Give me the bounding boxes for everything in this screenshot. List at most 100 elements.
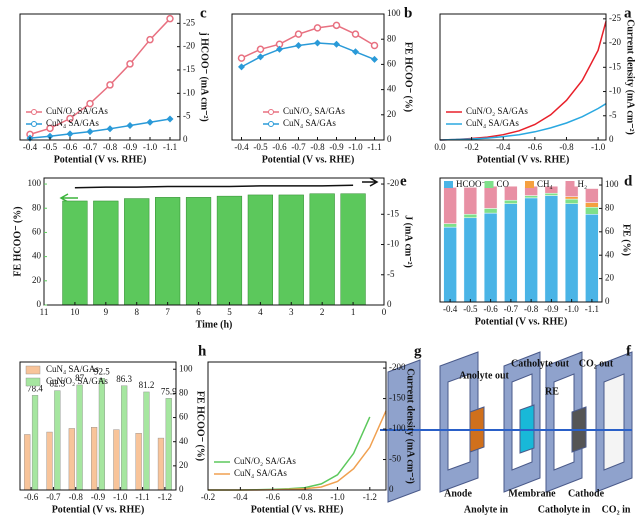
y-tick-label: -50 [389,454,401,464]
y-axis-label: FE HCOO⁻ (%) [403,42,414,112]
bar [135,433,142,491]
y-tick-label: 40 [387,84,397,94]
plot-frame [439,177,603,303]
data-label: 87 [75,373,85,383]
x-tick-label: 10 [70,307,80,317]
marker [294,30,303,38]
y-tick-label: -20 [387,178,399,188]
marker [351,30,360,38]
bar-segment [544,185,559,194]
legend-label: H₂ [578,179,588,189]
y-tick-label: -10 [183,87,195,97]
panel-label: b [404,5,412,21]
x-tick-label: -0.9 [329,142,344,152]
y-axis-label: J (mA cm⁻²) [403,215,414,268]
diagram-label: CO₂ out [579,358,614,369]
x-tick-label: -0.4 [496,142,511,152]
legend-swatch [484,181,494,188]
legend-label: HCOO⁻ [456,179,487,189]
legend-label: CuN/O₂ SA/GAs [234,456,296,466]
y-axis-label: FE HCOO⁻ (%) [195,391,206,461]
y-tick-label: 0 [609,134,614,144]
y-axis-label: FE (%) [621,224,632,256]
line [74,184,354,189]
x-tick-label: -1.1 [367,142,381,152]
legend-label: CuN₄ SA/GAs [466,118,519,128]
diagram-label: Membrane [508,488,556,499]
x-tick-label: -1.1 [135,492,149,502]
marker [276,45,283,53]
x-tick-label: 0.0 [434,142,446,152]
x-tick-label: -0.8 [298,492,313,502]
panel-label: a [624,5,632,21]
bar [68,428,75,491]
bar-segment [463,187,478,215]
data-label: 78.4 [27,383,43,393]
y-tick-label: -5 [609,110,617,120]
marker [295,42,302,49]
y-tick-label: -10 [609,86,621,96]
x-tick-label: -0.7 [83,142,98,152]
marker [86,128,94,136]
bar [157,437,165,491]
bar-segment [585,206,599,215]
y-tick-label: 100 [605,179,619,189]
x-tick-label: -0.4 [234,142,249,152]
bar [165,398,172,491]
bar [62,200,88,306]
plot-frame [19,13,181,141]
y-tick-label: -10 [387,239,399,249]
x-tick-label: 6 [196,307,201,317]
y-tick-label: 60 [32,226,42,236]
bar [90,427,98,491]
x-tick-label: -0.6 [63,142,78,152]
y-tick-label: 100 [179,363,193,373]
marker [333,40,340,48]
x-tick-label: -0.9 [544,304,559,314]
x-tick-label: -0.6 [528,142,543,152]
x-tick-label: -1.2 [158,492,172,502]
bar [121,385,128,491]
x-tick-label: 9 [104,307,109,317]
bar-segment [544,192,559,196]
bar [247,194,273,306]
marker [166,14,174,23]
bar-segment [483,212,498,303]
marker [66,130,74,138]
legend-label: CH₄ [537,179,553,189]
marker [314,39,321,47]
window [603,373,625,471]
marker [146,118,154,126]
y-tick-label: 0 [179,484,184,494]
legend-marker [31,109,37,115]
y-tick-label: 60 [387,58,397,68]
y-axis-label: FE HCOO⁻ (%) [12,206,23,276]
x-tick-label: -1.0 [113,492,128,502]
y-tick-label: -150 [389,393,406,403]
bar [93,200,119,306]
x-axis-label: Potential (V vs. RHE) [475,316,568,327]
bar [31,395,39,491]
y-tick-label: 60 [179,412,189,422]
y-tick-label: -15 [183,64,195,74]
legend-label: CuN₄ SA/GAs [46,118,99,128]
y-tick-label: 0 [387,134,392,144]
legend-swatch [444,181,453,188]
y-tick-label: 40 [605,249,615,259]
marker [370,41,379,50]
diagram-label: Cathode [568,488,605,499]
legend-marker [31,121,37,127]
bar-segment [544,195,559,303]
x-tick-label: -0.5 [463,304,478,314]
bar-segment [524,197,538,303]
legend-label: CO [497,179,510,189]
y-tick-label: 40 [179,436,189,446]
diagram-label: Catholyte out [511,358,570,369]
y-tick-label: 0 [605,296,610,306]
legend-label: CuN₄ SA/GAs [46,364,99,374]
x-tick-label: -1.0 [565,304,580,314]
marker [126,60,134,68]
y-tick-label: 0 [387,299,392,309]
line [208,410,387,491]
